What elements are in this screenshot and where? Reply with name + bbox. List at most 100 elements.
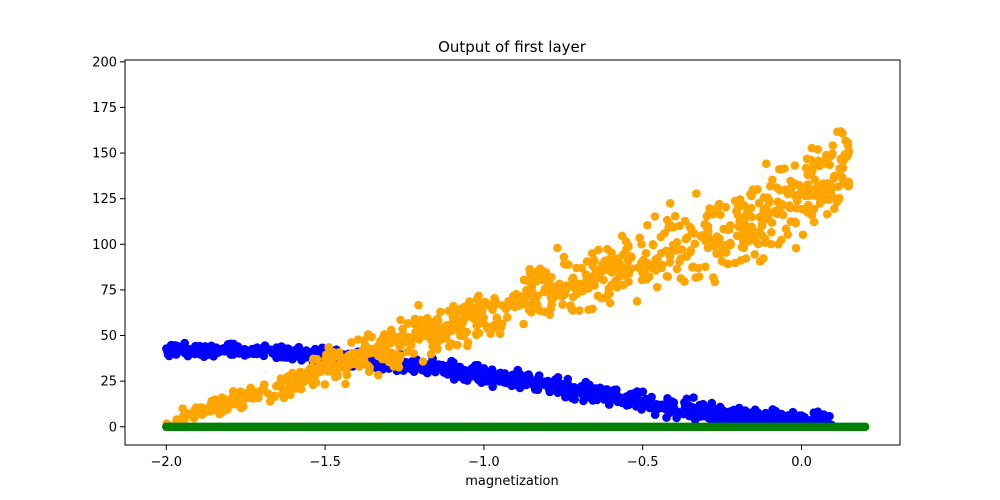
scatter-point-orange [764,214,773,224]
scatter-point-orange [710,277,720,287]
x-tick-label: −0.5 [627,455,659,470]
scatter-point-orange [721,202,731,212]
scatter-point-orange [495,329,505,339]
scatter-point-orange [821,159,831,168]
scatter-point-orange [577,263,586,273]
scatter-point-orange [803,188,813,198]
scatter-point-blue [241,348,250,358]
scatter-point-blue [583,390,593,399]
scatter-point-orange [286,390,295,400]
scatter-point-orange [426,349,436,359]
scatter-point-blue [615,394,624,403]
scatter-point-orange [762,159,771,168]
scatter-point-orange [603,244,612,254]
scatter-point-orange [347,338,356,347]
scatter-point-blue [488,373,498,382]
scatter-point-orange [178,412,188,422]
scatter-point-orange [818,185,828,194]
scatter-point-orange [276,374,286,383]
scatter-point-orange [594,245,603,255]
scatter-point-blue [172,350,181,359]
scatter-point-orange [651,266,661,275]
scatter-point-orange [760,234,770,244]
scatter-point-orange [663,272,673,281]
scatter-point-orange [503,313,512,322]
scatter-point-orange [456,331,465,341]
scatter-point-blue [558,386,567,395]
scatter-point-blue [545,387,555,397]
y-tick-label: 100 [92,238,117,253]
scatter-point-orange [581,280,591,290]
scatter-point-orange [748,232,758,242]
scatter-point-orange [712,249,721,258]
scatter-point-orange [553,243,562,253]
scatter-point-orange [730,196,740,206]
scatter-point-orange [750,250,759,259]
scatter-point-blue [463,376,472,385]
scatter-point-orange [813,192,823,201]
scatter-point-orange [781,224,791,234]
scatter-point-blue [667,398,677,407]
scatter-point-orange [653,255,662,265]
scatter-point-orange [343,359,352,368]
scatter-point-blue [479,377,488,387]
scatter-point-orange [828,183,837,193]
scatter-point-orange [540,307,550,317]
scatter-point-orange [677,245,687,254]
scatter-point-orange [830,171,839,181]
scatter-point-orange [380,330,389,339]
scatter-point-orange [652,282,662,292]
scatter-point-orange [803,180,813,189]
scatter-point-orange [341,379,350,389]
x-axis-label: magnetization [465,474,559,489]
scatter-point-orange [367,332,377,342]
y-tick-label: 175 [92,101,117,116]
scatter-point-orange [418,357,428,366]
scatter-point-blue [690,415,700,425]
scatter-point-orange [717,256,727,266]
scatter-point-orange [447,339,457,349]
scatter-point-blue [768,405,777,414]
scatter-point-orange [308,355,318,365]
scatter-point-orange [373,341,383,351]
scatter-point-blue [530,380,540,390]
scatter-point-orange [403,319,413,328]
scatter-point-blue [497,369,507,378]
scatter-point-blue [689,393,698,402]
scatter-point-orange [349,359,359,369]
scatter-point-orange [386,325,396,335]
scatter-point-orange [766,239,776,249]
scatter-point-green [860,422,870,432]
scatter-point-blue [602,385,612,394]
scatter-point-blue [737,410,746,419]
scatter-point-orange [587,249,597,258]
scatter-point-orange [690,239,700,248]
scatter-point-orange [837,172,847,182]
scatter-point-orange [791,243,801,253]
scatter-point-orange [713,203,722,212]
scatter-point-orange [463,341,472,351]
scatter-point-blue [534,371,544,380]
scatter-point-blue [729,406,739,415]
scatter-point-orange [767,228,776,237]
scatter-point-blue [515,370,525,379]
scatter-point-orange [665,258,675,267]
scatter-point-orange [575,306,584,315]
scatter-point-orange [600,256,610,266]
scatter-point-orange [703,222,713,231]
scatter-point-orange [665,219,674,229]
scatter-point-orange [329,363,339,372]
scatter-point-orange [705,204,714,213]
scatter-point-blue [682,394,692,404]
scatter-point-orange [694,272,704,281]
scatter-point-blue [509,377,518,387]
scatter-point-orange [532,276,541,286]
scatter-point-orange [398,324,408,334]
scatter-point-orange [475,304,485,313]
scatter-point-orange [364,367,374,377]
scatter-point-orange [615,258,624,268]
scatter-point-orange [757,219,767,228]
scatter-point-orange [665,199,675,208]
scatter-point-orange [632,297,642,306]
